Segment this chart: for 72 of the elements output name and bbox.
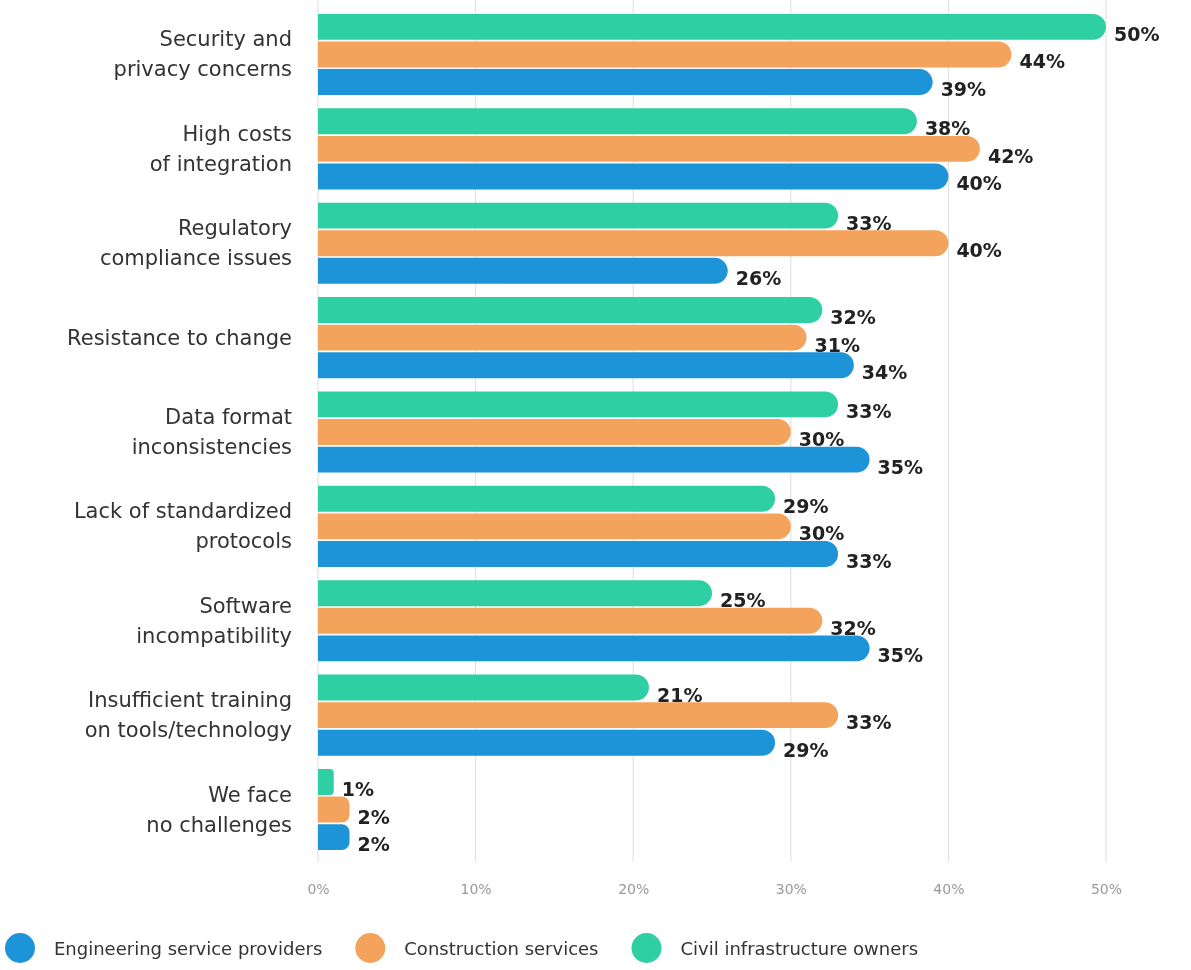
bar (318, 541, 839, 567)
legend-label: Construction services (404, 938, 599, 959)
bar (318, 607, 823, 634)
data-label: 29% (783, 738, 829, 761)
bar (318, 135, 980, 162)
y-tick-label: Insufficient training on tools/technology (84, 688, 292, 743)
data-label: 42% (987, 144, 1034, 167)
y-tick-label: We face no challenges (146, 782, 292, 837)
y-tick-label: Regulatory compliance issues (99, 216, 292, 271)
bar (318, 635, 870, 662)
x-tick-label: 50% (1090, 880, 1123, 897)
bar (318, 13, 1106, 40)
data-label: 26% (735, 266, 782, 289)
data-label: 33% (846, 211, 892, 234)
data-label: 31% (814, 333, 861, 356)
bar (318, 391, 839, 418)
data-label: 2% (357, 805, 390, 828)
bar (318, 41, 1012, 68)
bar (318, 163, 949, 190)
data-label: 29% (783, 494, 829, 517)
data-label: 40% (956, 239, 1002, 262)
data-label: 2% (357, 833, 390, 856)
bar (318, 768, 334, 795)
data-label: 32% (830, 306, 876, 329)
bar (318, 674, 649, 701)
y-tick-label: Security and privacy concerns (113, 27, 292, 82)
data-label: 38% (924, 117, 971, 140)
y-tick-label: Lack of standardized protocols (73, 499, 292, 554)
bar (318, 297, 823, 323)
bar (318, 485, 776, 512)
x-tick-label: 10% (460, 880, 492, 897)
y-tick-label: Resistance to change (67, 325, 292, 350)
bar (318, 352, 854, 379)
bar (318, 513, 791, 540)
bar (318, 580, 712, 607)
data-label: 34% (861, 361, 908, 384)
data-label: 35% (877, 455, 924, 478)
bar (318, 324, 807, 351)
data-label: 30% (798, 428, 845, 450)
bar (318, 729, 776, 756)
bar (318, 230, 949, 257)
data-label: 33% (846, 549, 892, 572)
data-label: 1% (341, 777, 375, 800)
bar (318, 824, 350, 851)
data-label: 25% (720, 589, 766, 612)
bar (318, 796, 350, 823)
data-label: 33% (846, 711, 892, 734)
data-label: 21% (656, 683, 703, 706)
data-label: 35% (877, 644, 924, 667)
bar (318, 702, 839, 729)
bar (318, 419, 791, 445)
bar (318, 446, 870, 473)
bar (318, 257, 728, 284)
bar (318, 108, 917, 135)
x-tick-label: 40% (933, 880, 965, 897)
y-tick-label: Data format inconsistencies (131, 405, 292, 459)
legend-label: Engineering service providers (54, 938, 323, 959)
bar (318, 202, 839, 229)
bar (318, 69, 933, 96)
data-label: 30% (798, 522, 845, 545)
data-label: 50% (1114, 22, 1160, 45)
legend-label: Civil infrastructure owners (680, 938, 919, 959)
x-tick-label: 20% (618, 880, 650, 897)
y-tick-label: High costs of integration (149, 121, 292, 176)
x-tick-label: 30% (775, 880, 807, 897)
data-label: 39% (940, 78, 987, 101)
data-label: 33% (846, 400, 892, 423)
data-label: 40% (956, 172, 1002, 195)
data-label: 44% (1019, 50, 1065, 73)
x-tick-label: 0% (307, 880, 330, 897)
data-label: 32% (830, 616, 876, 639)
y-tick-label: Software incompatibility (136, 593, 292, 648)
